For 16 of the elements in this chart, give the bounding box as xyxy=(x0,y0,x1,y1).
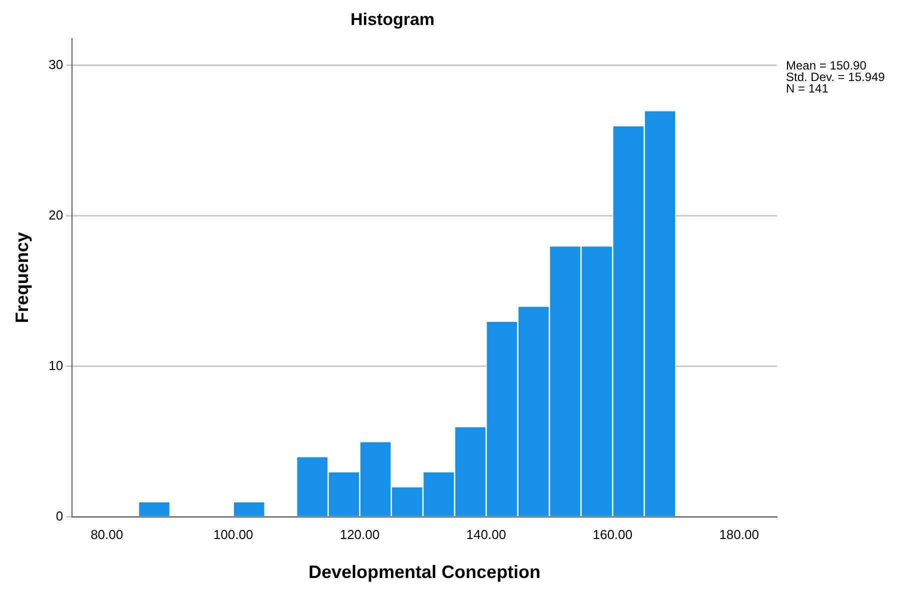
text: Mean = 150.90 xyxy=(786,58,867,73)
x-tick-label: 160.00 xyxy=(592,527,632,542)
x-tick-label: 140.00 xyxy=(466,527,506,542)
y-axis-title: Frequency xyxy=(12,232,32,324)
x-tick-label: 80.00 xyxy=(90,527,124,542)
x-tick-label: 180.00 xyxy=(719,527,759,542)
x-axis-title: Developmental Conception xyxy=(308,562,541,582)
x-tick-label: 120.00 xyxy=(340,527,380,542)
y-tick-label: 20 xyxy=(48,208,64,222)
y-tick-label: 30 xyxy=(48,57,64,72)
text: N = 141 xyxy=(786,82,829,96)
text: Std. Dev. = 15.949 xyxy=(786,70,886,84)
x-tick-label: 100.00 xyxy=(213,527,254,542)
chart-title: Histogram xyxy=(350,10,435,29)
y-tick-label: 10 xyxy=(48,358,64,373)
y-tick-label: 0 xyxy=(56,508,64,524)
